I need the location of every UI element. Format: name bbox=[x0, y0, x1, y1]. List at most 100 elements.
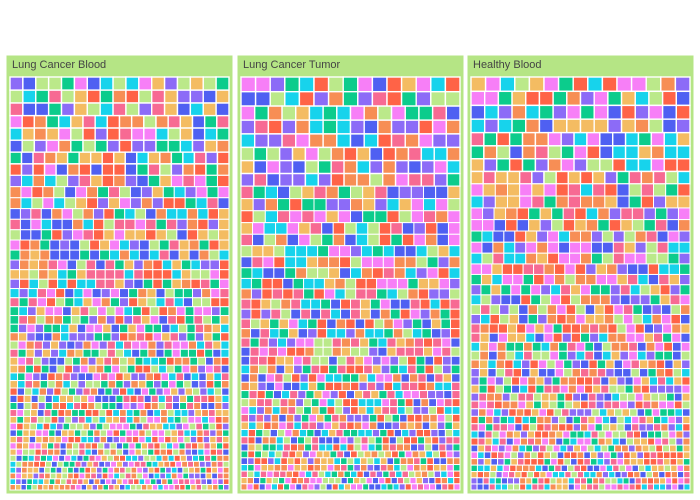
treemap-tile bbox=[155, 208, 167, 220]
treemap-tile bbox=[646, 477, 654, 485]
treemap-tile bbox=[644, 464, 652, 473]
treemap-tile bbox=[478, 400, 488, 410]
treemap-tile bbox=[538, 90, 554, 107]
treemap-tile bbox=[498, 437, 507, 446]
treemap-tile bbox=[489, 313, 501, 325]
treemap-tile bbox=[264, 483, 272, 491]
treemap-tile bbox=[60, 76, 76, 91]
treemap-tile bbox=[325, 185, 339, 200]
treemap-tile bbox=[486, 400, 495, 410]
treemap-tile bbox=[509, 392, 519, 402]
treemap-tile bbox=[496, 350, 507, 361]
treemap-tile bbox=[653, 477, 661, 485]
treemap-tile bbox=[634, 118, 650, 134]
treemap-tile bbox=[363, 450, 372, 459]
treemap-tile bbox=[157, 460, 165, 468]
treemap-tile bbox=[62, 372, 71, 382]
treemap-tile bbox=[368, 483, 376, 491]
treemap-tile bbox=[477, 451, 485, 460]
treemap-tile bbox=[417, 373, 427, 383]
treemap-tile bbox=[297, 390, 307, 400]
treemap-tile bbox=[9, 478, 17, 485]
treemap-tile bbox=[33, 460, 41, 468]
treemap-tile bbox=[596, 458, 605, 466]
treemap-tile bbox=[382, 470, 390, 479]
treemap-tile bbox=[634, 252, 647, 265]
treemap-tile bbox=[70, 306, 81, 317]
treemap-tile bbox=[82, 454, 90, 462]
treemap-tile bbox=[277, 210, 291, 224]
treemap-tile bbox=[527, 304, 539, 315]
treemap-tile bbox=[496, 464, 504, 473]
treemap-tile bbox=[344, 288, 357, 300]
treemap-tile bbox=[622, 313, 634, 325]
treemap-tile bbox=[295, 267, 308, 279]
treemap-tile bbox=[426, 245, 439, 258]
treemap-tile bbox=[286, 464, 295, 472]
treemap-tile bbox=[620, 90, 636, 107]
treemap-tile bbox=[623, 415, 633, 425]
treemap-tile bbox=[552, 104, 568, 120]
treemap-tile bbox=[262, 256, 275, 269]
treemap-tile bbox=[123, 306, 134, 317]
treemap-tile bbox=[373, 406, 383, 415]
treemap-tile bbox=[133, 259, 144, 271]
treemap-tile bbox=[520, 471, 528, 479]
treemap-tile bbox=[551, 376, 561, 386]
treemap-tile bbox=[38, 466, 46, 474]
treemap-tile bbox=[682, 458, 691, 466]
treemap-tile bbox=[110, 460, 118, 468]
treemap-tile bbox=[535, 384, 545, 394]
treemap-tile bbox=[670, 464, 678, 473]
treemap-tile bbox=[421, 328, 432, 339]
treemap-tile bbox=[334, 477, 342, 485]
treemap-tile bbox=[353, 464, 361, 472]
treemap-tile bbox=[41, 348, 52, 358]
treemap-tile bbox=[66, 269, 78, 280]
treemap-tile bbox=[62, 315, 72, 325]
treemap-tile bbox=[60, 387, 69, 396]
treemap-tile bbox=[148, 239, 160, 251]
treemap-tile bbox=[580, 464, 588, 473]
treemap-tile bbox=[164, 288, 175, 299]
treemap-tile bbox=[402, 443, 412, 452]
treemap-tile bbox=[165, 442, 174, 450]
treemap-tile bbox=[547, 230, 560, 243]
treemap-tile bbox=[624, 384, 634, 394]
treemap-tile bbox=[133, 387, 142, 396]
treemap-tile bbox=[47, 269, 59, 280]
treemap-tile bbox=[263, 222, 277, 235]
treemap-tile bbox=[421, 318, 432, 330]
treemap-tile bbox=[584, 341, 595, 352]
treemap-tile bbox=[449, 288, 461, 300]
treemap-tile bbox=[82, 297, 93, 308]
treemap-tile bbox=[383, 373, 394, 383]
treemap-tile bbox=[584, 350, 595, 361]
treemap-tile bbox=[119, 409, 127, 417]
treemap-tile bbox=[426, 457, 434, 466]
treemap-tile bbox=[187, 348, 198, 358]
treemap-tile bbox=[507, 195, 521, 209]
treemap-tile bbox=[453, 483, 461, 491]
treemap-tile bbox=[68, 460, 76, 468]
treemap-tile bbox=[85, 323, 95, 334]
treemap-tile bbox=[656, 458, 664, 466]
treemap-tile bbox=[445, 443, 454, 452]
treemap-tile bbox=[123, 259, 135, 271]
treemap-tile bbox=[218, 249, 230, 261]
treemap-tile bbox=[80, 460, 88, 468]
treemap-tile bbox=[374, 198, 388, 212]
treemap-tile bbox=[448, 245, 461, 258]
treemap-tile bbox=[400, 381, 410, 392]
treemap-tile bbox=[357, 76, 374, 93]
treemap-tile bbox=[240, 413, 250, 423]
treemap-tile bbox=[9, 364, 19, 374]
treemap-tile bbox=[561, 477, 569, 485]
treemap-tile bbox=[66, 278, 78, 290]
treemap-tile bbox=[137, 288, 148, 299]
treemap-tile bbox=[240, 436, 249, 445]
treemap-tile bbox=[125, 76, 140, 91]
treemap-tile bbox=[130, 114, 145, 129]
treemap-tile bbox=[656, 241, 669, 254]
treemap-tile bbox=[211, 332, 222, 342]
